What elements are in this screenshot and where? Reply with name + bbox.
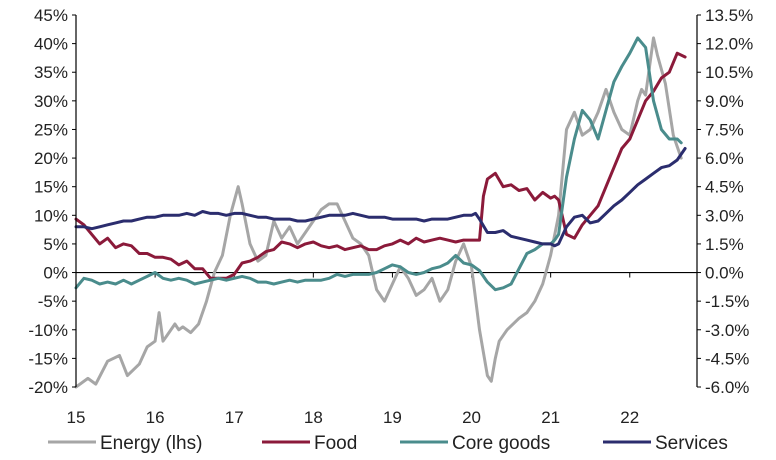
y-left-tick-label: -5% [38, 292, 68, 311]
y-left-tick-label: 10% [34, 206, 68, 225]
y-left-tick-label: 0% [43, 264, 68, 283]
y-left-tick-label: 20% [34, 149, 68, 168]
y-right-tick-label: 12.0% [705, 35, 753, 54]
y-left-tick-label: 5% [43, 235, 68, 254]
legend: Energy (lhs) Food Core goods Services [48, 433, 728, 454]
series-group [74, 36, 687, 389]
y-right-tick-label: 7.5% [705, 120, 744, 139]
y-right-ticks-group: 13.5% 12.0% 10.5% 9.0% 7.5% 6.0% 4.5% 3.0% 1.5% 0… [697, 6, 753, 397]
y-left-ticks-group: 45% 40% 35% 30% 25% 20% 15% 10% 5% 0% -5% -10% -15% -… [28, 6, 76, 397]
legend-label-services: Services [655, 433, 728, 454]
y-right-tick-label: -1.5% [705, 292, 749, 311]
x-tick-label: 17 [225, 408, 244, 427]
series-line-energy-lhs [74, 36, 683, 389]
y-right-tick-label: -3.0% [705, 321, 749, 340]
y-right-tick-label: 4.5% [705, 178, 744, 197]
y-right-tick-label: 9.0% [705, 92, 744, 111]
y-right-tick-label: -6.0% [705, 378, 749, 397]
y-right-tick-label: -4.5% [705, 349, 749, 368]
x-tick-label: 20 [462, 408, 481, 427]
y-left-tick-label: -10% [28, 321, 68, 340]
y-right-tick-label: 13.5% [705, 6, 753, 25]
y-right-tick-label: 3.0% [705, 206, 744, 225]
y-left-tick-label: -20% [28, 378, 68, 397]
y-left-tick-label: -15% [28, 349, 68, 368]
y-left-tick-label: 15% [34, 178, 68, 197]
y-left-tick-label: 45% [34, 6, 68, 25]
y-left-tick-label: 35% [34, 63, 68, 82]
y-right-tick-label: 10.5% [705, 63, 753, 82]
x-tick-label: 18 [304, 408, 323, 427]
y-left-tick-label: 30% [34, 92, 68, 111]
series-line-services [74, 147, 687, 248]
x-ticks-group: 15 16 17 18 19 20 21 22 [67, 408, 640, 427]
legend-label-energy-lhs: Energy (lhs) [100, 433, 202, 454]
x-tick-label: 21 [541, 408, 560, 427]
x-tick-label: 22 [620, 408, 639, 427]
zero-line-group [75, 271, 697, 278]
x-tick-label: 19 [383, 408, 402, 427]
y-right-tick-label: 0.0% [705, 264, 744, 283]
y-left-tick-label: 40% [34, 35, 68, 54]
y-left-tick-label: 25% [34, 120, 68, 139]
legend-label-food: Food [314, 433, 357, 454]
series-line-food [74, 51, 687, 280]
x-tick-label: 16 [146, 408, 165, 427]
legend-label-core-goods: Core goods [452, 433, 550, 454]
axes-group [75, 15, 698, 387]
y-right-tick-label: 6.0% [705, 149, 744, 168]
series-line-core-goods [74, 36, 683, 292]
y-right-tick-label: 1.5% [705, 235, 744, 254]
x-tick-label: 15 [67, 408, 86, 427]
